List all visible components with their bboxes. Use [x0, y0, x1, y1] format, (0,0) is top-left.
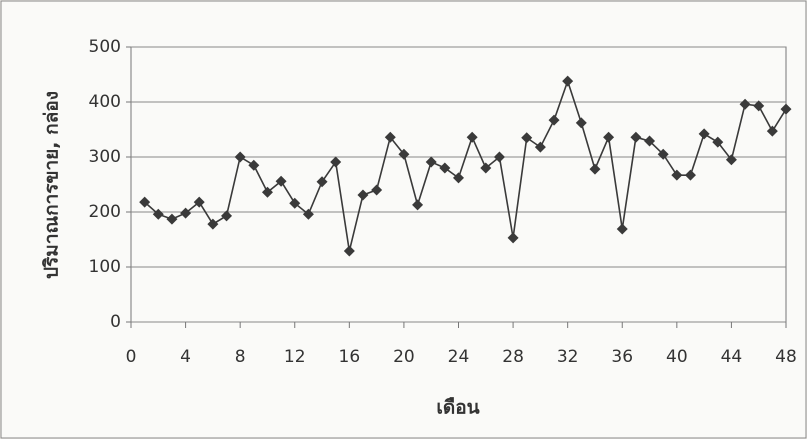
- data-point: [357, 189, 369, 201]
- y-tick-label: 500: [89, 37, 121, 57]
- data-point: [398, 148, 410, 160]
- data-point: [534, 141, 546, 153]
- data-point: [603, 131, 615, 143]
- y-tick-label: 0: [110, 312, 121, 332]
- data-point: [698, 128, 710, 140]
- data-point: [343, 245, 355, 257]
- data-point: [630, 131, 642, 143]
- x-tick-label: 16: [339, 347, 361, 367]
- y-tick-label: 400: [89, 92, 121, 112]
- data-point: [725, 154, 737, 166]
- data-point: [507, 232, 519, 244]
- data-point: [261, 186, 273, 198]
- x-tick-label: 20: [393, 347, 415, 367]
- data-point: [466, 131, 478, 143]
- data-point: [289, 197, 301, 209]
- x-tick-label: 48: [775, 347, 797, 367]
- x-tick-label: 40: [666, 347, 688, 367]
- y-axis-title: ปริมาณการขาย, กล่อง: [41, 91, 63, 279]
- x-tick-label: 28: [502, 347, 524, 367]
- data-point: [453, 172, 464, 184]
- data-point: [152, 208, 164, 220]
- data-point: [493, 151, 505, 163]
- data-point: [234, 151, 246, 163]
- data-point: [166, 213, 178, 225]
- data-point: [671, 169, 683, 181]
- x-tick-label: 24: [448, 347, 470, 367]
- data-point: [248, 159, 260, 171]
- data-point: [739, 98, 751, 110]
- x-tick-label: 12: [284, 347, 306, 367]
- data-point: [657, 148, 669, 160]
- data-point: [439, 162, 451, 174]
- x-tick-label: 8: [235, 347, 246, 367]
- data-point: [275, 175, 287, 187]
- data-point: [712, 136, 724, 148]
- data-point: [180, 207, 192, 219]
- data-point: [548, 114, 560, 126]
- data-point: [316, 176, 328, 188]
- x-tick-label: 36: [611, 347, 633, 367]
- y-tick-label: 300: [89, 147, 121, 167]
- x-tick-label: 0: [126, 347, 137, 367]
- data-point: [412, 199, 424, 211]
- data-point: [193, 196, 205, 208]
- y-tick-label: 200: [89, 202, 121, 222]
- data-point: [753, 100, 765, 112]
- data-point: [684, 169, 696, 181]
- x-tick-label: 44: [721, 347, 743, 367]
- x-axis-title: เดือน: [436, 397, 479, 419]
- data-point: [766, 125, 778, 137]
- data-point: [330, 156, 342, 168]
- data-point: [139, 196, 151, 208]
- data-point: [521, 132, 533, 144]
- y-tick-label: 100: [89, 257, 121, 277]
- data-point: [371, 184, 383, 196]
- data-point: [221, 210, 233, 222]
- data-point: [616, 223, 628, 235]
- data-point: [575, 117, 587, 129]
- data-point: [384, 131, 396, 143]
- data-point: [207, 218, 219, 230]
- data-point: [589, 163, 601, 175]
- data-point: [780, 103, 792, 115]
- data-point: [480, 162, 492, 174]
- data-point: [644, 135, 656, 147]
- x-tick-label: 32: [557, 347, 579, 367]
- data-point: [425, 156, 437, 168]
- x-tick-label: 4: [180, 347, 191, 367]
- data-point: [302, 208, 314, 220]
- data-point: [562, 75, 574, 87]
